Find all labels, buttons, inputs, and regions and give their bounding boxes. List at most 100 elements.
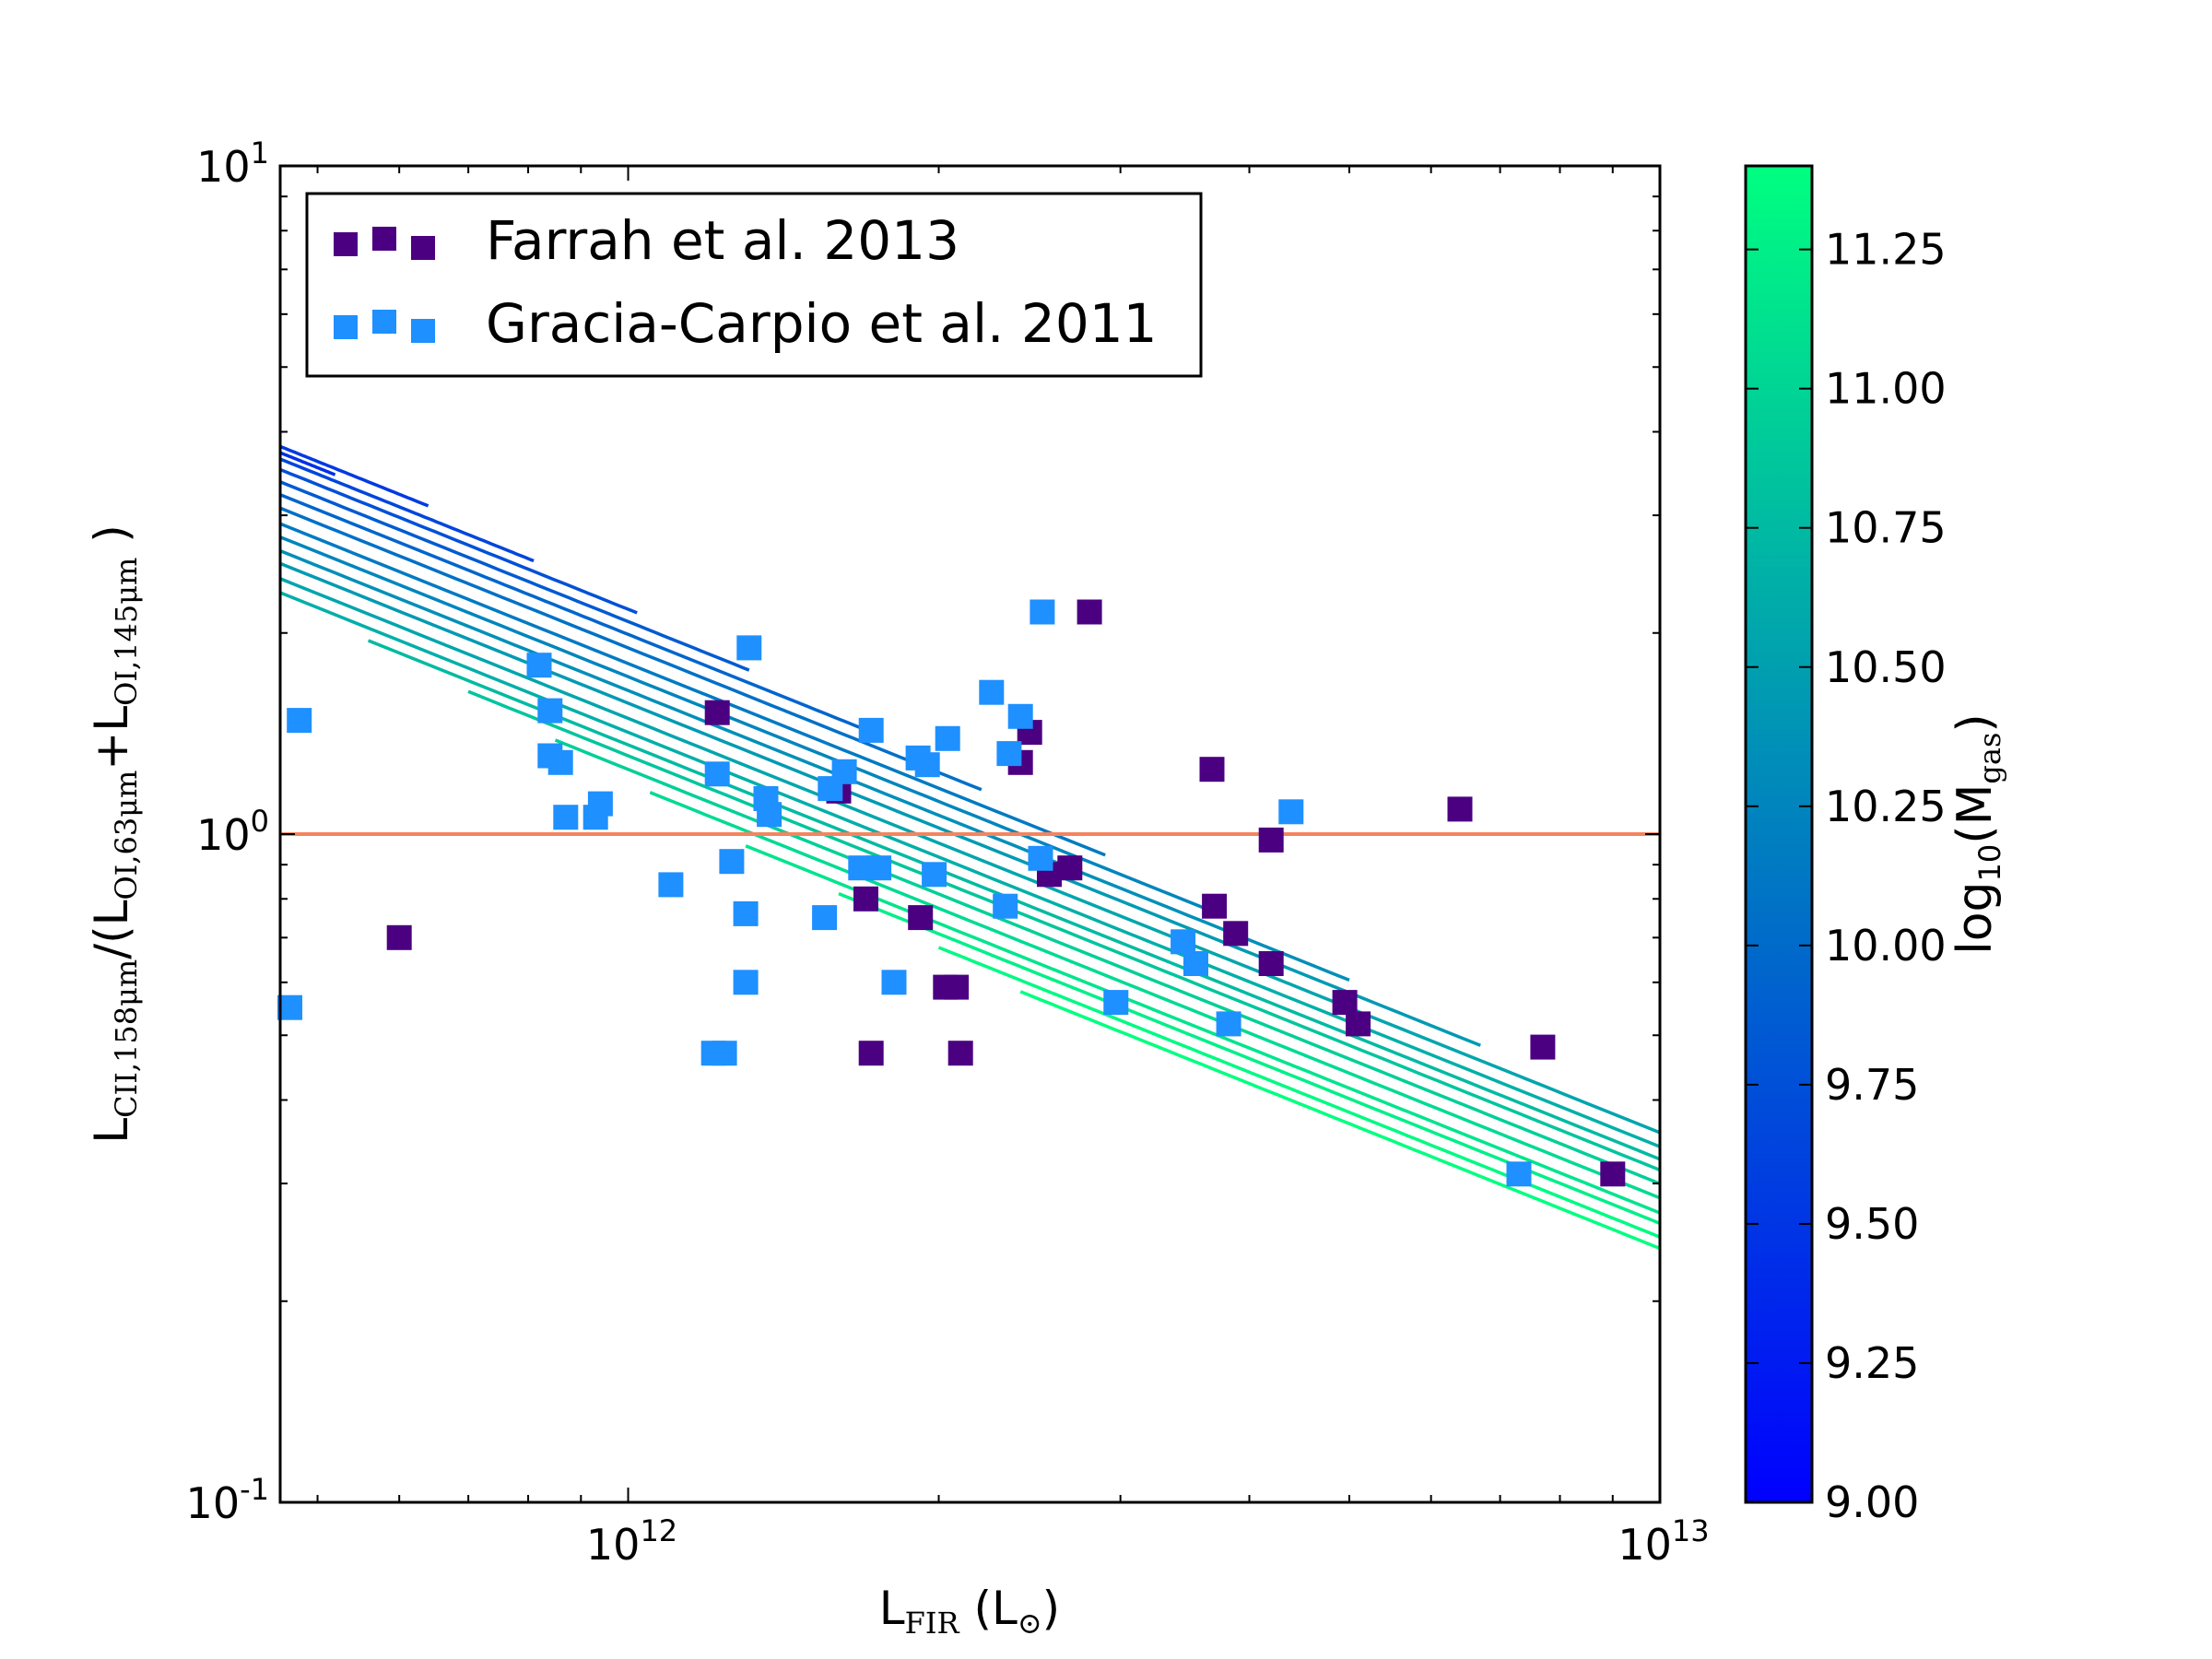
point-gracia-21 <box>831 759 857 784</box>
model-curve-12 <box>280 591 1660 1148</box>
point-gracia-27 <box>914 752 940 778</box>
point-gracia-14 <box>733 900 759 926</box>
point-farrah-0 <box>386 924 412 950</box>
point-farrah-18 <box>1258 951 1284 976</box>
model-curve-5 <box>280 493 867 732</box>
model-curve-19 <box>937 946 1660 1239</box>
colorbar-tick-label-3: 9.75 <box>1825 1060 1919 1110</box>
point-gracia-38 <box>1183 951 1208 976</box>
point-gracia-9 <box>658 872 684 898</box>
point-farrah-5 <box>908 905 934 931</box>
point-farrah-4 <box>858 1041 884 1066</box>
point-gracia-39 <box>1216 1011 1241 1037</box>
model-curve-8 <box>280 535 1228 919</box>
point-farrah-17 <box>1258 827 1284 853</box>
point-gracia-3 <box>537 698 563 724</box>
colorbar-ticks: 9.00 9.25 9.50 9.75 10.00 10.25 10.50 10.75 11.0… <box>1746 225 1947 1527</box>
point-gracia-37 <box>1171 929 1196 955</box>
point-gracia-16 <box>736 635 762 661</box>
point-gracia-1 <box>287 708 312 734</box>
point-gracia-40 <box>1278 799 1304 825</box>
point-gracia-30 <box>979 679 1005 705</box>
point-gracia-28 <box>922 862 947 888</box>
legend-label-farrah: Farrah et al. 2013 <box>486 209 959 272</box>
point-farrah-7 <box>944 974 970 1000</box>
plot-frame <box>278 164 1662 1504</box>
legend-box <box>305 192 1203 378</box>
y-axis-label: LCII,158μm/(LOI,63μm+LOI,145μm ) <box>85 524 144 1144</box>
colorbar-tick-label-8: 11.00 <box>1825 364 1947 414</box>
point-gracia-23 <box>858 717 884 743</box>
y-tick-label-1: 100 <box>196 804 269 860</box>
point-gracia-19 <box>812 905 838 931</box>
legend-marker-gracia <box>411 319 435 343</box>
model-curve-2 <box>280 457 535 563</box>
legend: Farrah et al. 2013 Gracia-Carpio et al. … <box>305 192 1203 378</box>
colorbar-tick-label-1: 9.25 <box>1825 1338 1919 1388</box>
model-curve-7 <box>280 522 1106 857</box>
point-farrah-19 <box>1332 990 1358 1016</box>
colorbar-tick-label-4: 10.00 <box>1825 921 1947 971</box>
legend-label-gracia: Gracia-Carpio et al. 2011 <box>486 292 1158 355</box>
model-curve-17 <box>745 844 1660 1215</box>
point-farrah-14 <box>1199 757 1225 782</box>
point-gracia-29 <box>935 725 960 751</box>
point-farrah-20 <box>1346 1011 1371 1037</box>
model-curve-9 <box>280 548 1350 982</box>
colorbar-gradient <box>1744 164 1814 1504</box>
point-farrah-22 <box>1530 1034 1556 1060</box>
model-curve-16 <box>649 791 1660 1200</box>
point-farrah-15 <box>1202 893 1228 919</box>
data-points <box>277 599 1626 1187</box>
colorbar-tick-label-7: 10.75 <box>1825 503 1947 553</box>
model-curve-3 <box>280 467 638 615</box>
point-gracia-6 <box>553 805 579 830</box>
point-gracia-18 <box>757 802 782 828</box>
point-gracia-8 <box>587 791 613 817</box>
point-gracia-5 <box>547 749 573 775</box>
x-tick-label-0: 1012 <box>586 1513 677 1570</box>
model-curve-1 <box>280 444 429 508</box>
point-farrah-21 <box>1447 796 1473 822</box>
colorbar-tick-label-2: 9.50 <box>1825 1199 1919 1249</box>
legend-marker-gracia <box>334 315 358 339</box>
point-gracia-35 <box>1030 599 1055 625</box>
point-gracia-41 <box>1506 1161 1532 1187</box>
colorbar: 9.00 9.25 9.50 9.75 10.00 10.25 10.50 10.75 11.0… <box>1744 164 2007 1527</box>
point-farrah-12 <box>1057 855 1083 881</box>
x-tick-label-1: 1013 <box>1618 1513 1709 1570</box>
point-gracia-2 <box>526 653 552 678</box>
point-gracia-24 <box>866 855 892 881</box>
point-gracia-31 <box>993 893 1018 919</box>
point-gracia-34 <box>1028 845 1053 871</box>
model-curve-11 <box>280 577 1660 1135</box>
colorbar-label: log10(Mgas) <box>1947 713 2007 954</box>
legend-marker-farrah <box>411 236 435 260</box>
model-curve-15 <box>554 738 1660 1185</box>
colorbar-tick-label-5: 10.25 <box>1825 782 1947 831</box>
point-gracia-12 <box>712 1041 737 1066</box>
colorbar-tick-label-6: 10.50 <box>1825 642 1947 692</box>
model-curve-0 <box>280 451 336 477</box>
point-gracia-25 <box>881 970 907 995</box>
point-farrah-8 <box>947 1041 973 1066</box>
point-gracia-36 <box>1103 990 1129 1016</box>
point-gracia-13 <box>719 849 745 875</box>
point-farrah-23 <box>1600 1161 1626 1187</box>
point-gracia-15 <box>733 970 759 995</box>
model-curve-20 <box>1019 990 1660 1251</box>
point-gracia-32 <box>996 741 1022 767</box>
colorbar-tick-label-9: 11.25 <box>1825 225 1947 275</box>
point-farrah-13 <box>1077 599 1102 625</box>
point-gracia-33 <box>1007 703 1033 729</box>
point-farrah-16 <box>1223 921 1249 947</box>
point-gracia-11 <box>704 761 730 787</box>
model-curve-4 <box>280 480 750 672</box>
point-farrah-1 <box>704 700 730 725</box>
legend-marker-farrah <box>334 232 358 256</box>
legend-marker-gracia <box>372 310 396 334</box>
point-farrah-3 <box>853 886 878 912</box>
y-tick-label-2: 101 <box>196 135 269 192</box>
legend-marker-farrah <box>372 227 396 251</box>
